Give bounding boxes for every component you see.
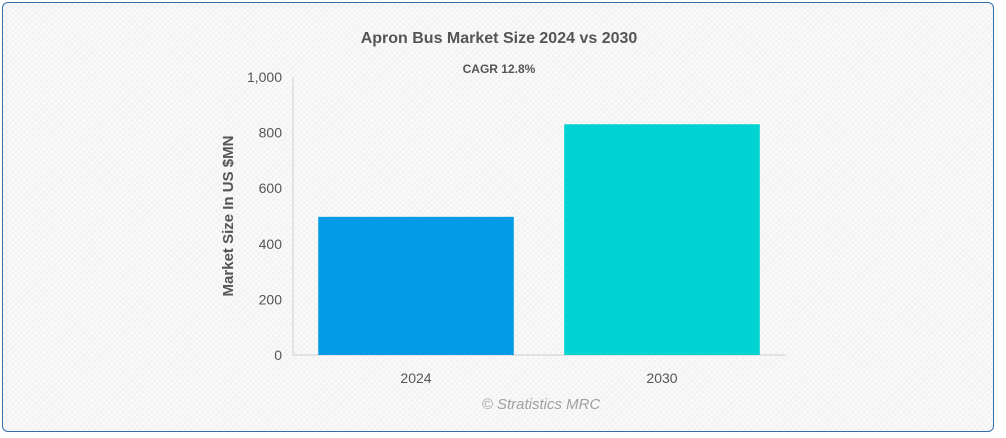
bar-2030 <box>564 124 760 355</box>
y-tick-label: 400 <box>259 236 283 252</box>
chart-subtitle: CAGR 12.8% <box>463 62 536 76</box>
watermark: © Stratistics MRC <box>482 396 601 413</box>
chart-title: Apron Bus Market Size 2024 vs 2030 <box>361 30 638 47</box>
bars <box>318 124 760 355</box>
y-tick-label: 800 <box>259 125 283 141</box>
y-tick-label: 600 <box>259 180 283 196</box>
y-tick-label: 200 <box>259 291 283 307</box>
y-tick-label: 1,000 <box>247 69 282 85</box>
x-axis-ticks: 2024 2030 <box>400 370 677 386</box>
y-axis-ticks: 0 200 400 600 800 1,000 <box>247 69 282 363</box>
y-tick-label: 0 <box>274 347 282 363</box>
x-tick-label: 2024 <box>400 370 431 386</box>
bar-2024 <box>318 216 514 355</box>
chart-card: Apron Bus Market Size 2024 vs 2030 CAGR … <box>2 2 994 432</box>
x-tick-label: 2030 <box>646 370 677 386</box>
y-axis-label: Market Size In US $MN <box>220 136 237 297</box>
